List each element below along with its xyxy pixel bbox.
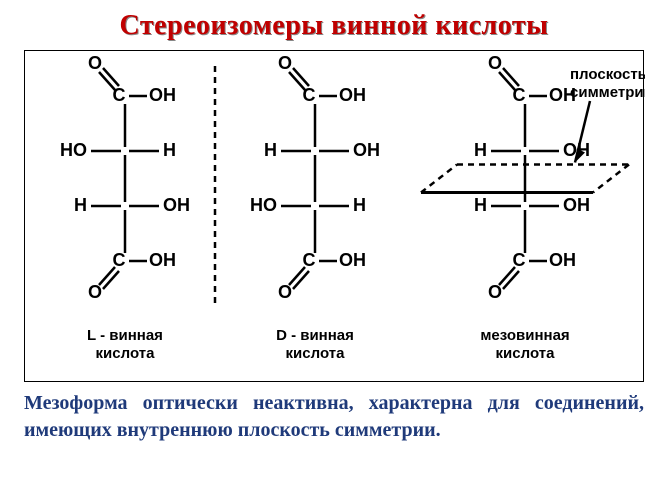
svg-text:OH: OH (149, 85, 176, 105)
svg-text:HO: HO (250, 195, 277, 215)
svg-text:OH: OH (563, 195, 590, 215)
svg-text:H: H (353, 195, 366, 215)
svg-text:O: O (278, 282, 292, 302)
svg-text:H: H (163, 140, 176, 160)
svg-text:кислота: кислота (286, 345, 346, 362)
svg-text:O: O (88, 53, 102, 73)
page-title: Стереоизомеры винной кислоты (0, 0, 668, 46)
svg-text:OH: OH (149, 250, 176, 270)
svg-text:D - винная: D - винная (276, 327, 354, 344)
svg-text:H: H (474, 195, 487, 215)
svg-text:OH: OH (163, 195, 190, 215)
svg-text:мезовинная: мезовинная (480, 327, 569, 344)
diagram-container: COOHHOHHOHCOOHCOOHHOHHOHCOOHCOOHHOHHOHCO… (24, 50, 644, 382)
svg-text:O: O (488, 282, 502, 302)
svg-text:кислота: кислота (96, 345, 156, 362)
svg-text:OH: OH (549, 250, 576, 270)
svg-text:OH: OH (339, 250, 366, 270)
svg-text:симметрии: симметрии (570, 84, 645, 101)
svg-text:H: H (74, 195, 87, 215)
svg-text:кислота: кислота (496, 345, 556, 362)
svg-text:O: O (88, 282, 102, 302)
svg-text:OH: OH (353, 140, 380, 160)
svg-text:O: O (278, 53, 292, 73)
svg-text:L - винная: L - винная (87, 327, 163, 344)
svg-text:OH: OH (339, 85, 366, 105)
svg-text:HO: HO (60, 140, 87, 160)
svg-text:H: H (264, 140, 277, 160)
svg-text:H: H (474, 140, 487, 160)
footer-caption: Мезоформа оптически неактивна, характерн… (24, 390, 644, 444)
svg-text:O: O (488, 53, 502, 73)
chemistry-diagram: COOHHOHHOHCOOHCOOHHOHHOHCOOHCOOHHOHHOHCO… (25, 51, 645, 381)
svg-text:плоскость: плоскость (570, 66, 645, 83)
